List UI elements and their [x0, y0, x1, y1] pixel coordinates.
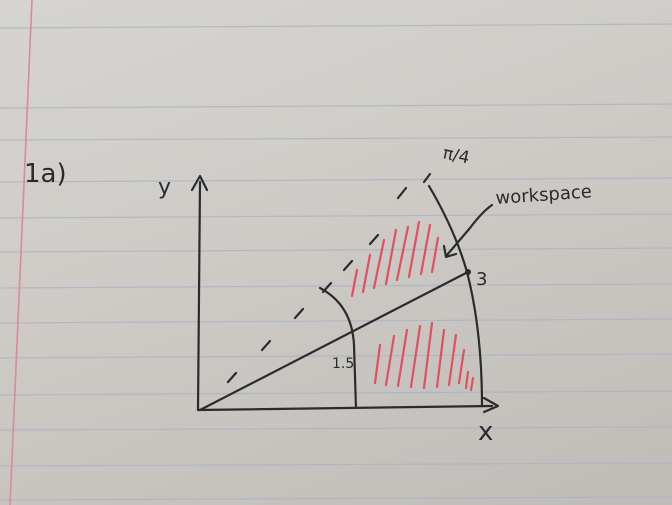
workspace-pointer-arrowhead — [442, 244, 458, 259]
margin-line — [9, 0, 33, 505]
pi-over-4-dashed-line — [226, 172, 432, 384]
y-axis — [196, 180, 202, 412]
workspace-hatch-upper — [350, 220, 440, 298]
radial-line — [198, 270, 470, 412]
x-axis — [196, 404, 494, 412]
ruled-lines — [0, 23, 672, 501]
outer-radius-label: 3 — [476, 269, 487, 290]
workspace-pointer — [445, 203, 494, 257]
axes — [190, 174, 500, 414]
part-label: 1a) — [24, 159, 67, 189]
workspace-label: workspace — [495, 181, 593, 209]
inner-arc — [318, 286, 358, 410]
x-axis-label: x — [478, 417, 493, 447]
x-axis-arrowhead — [482, 396, 500, 414]
inner-radius-label: 1.5 — [332, 356, 354, 372]
outer-arc — [427, 184, 484, 408]
workspace-hatch-lower — [373, 321, 475, 392]
y-axis-arrowhead — [190, 174, 209, 192]
y-axis-label: y — [158, 175, 171, 200]
angle-label: π/4 — [441, 143, 471, 168]
